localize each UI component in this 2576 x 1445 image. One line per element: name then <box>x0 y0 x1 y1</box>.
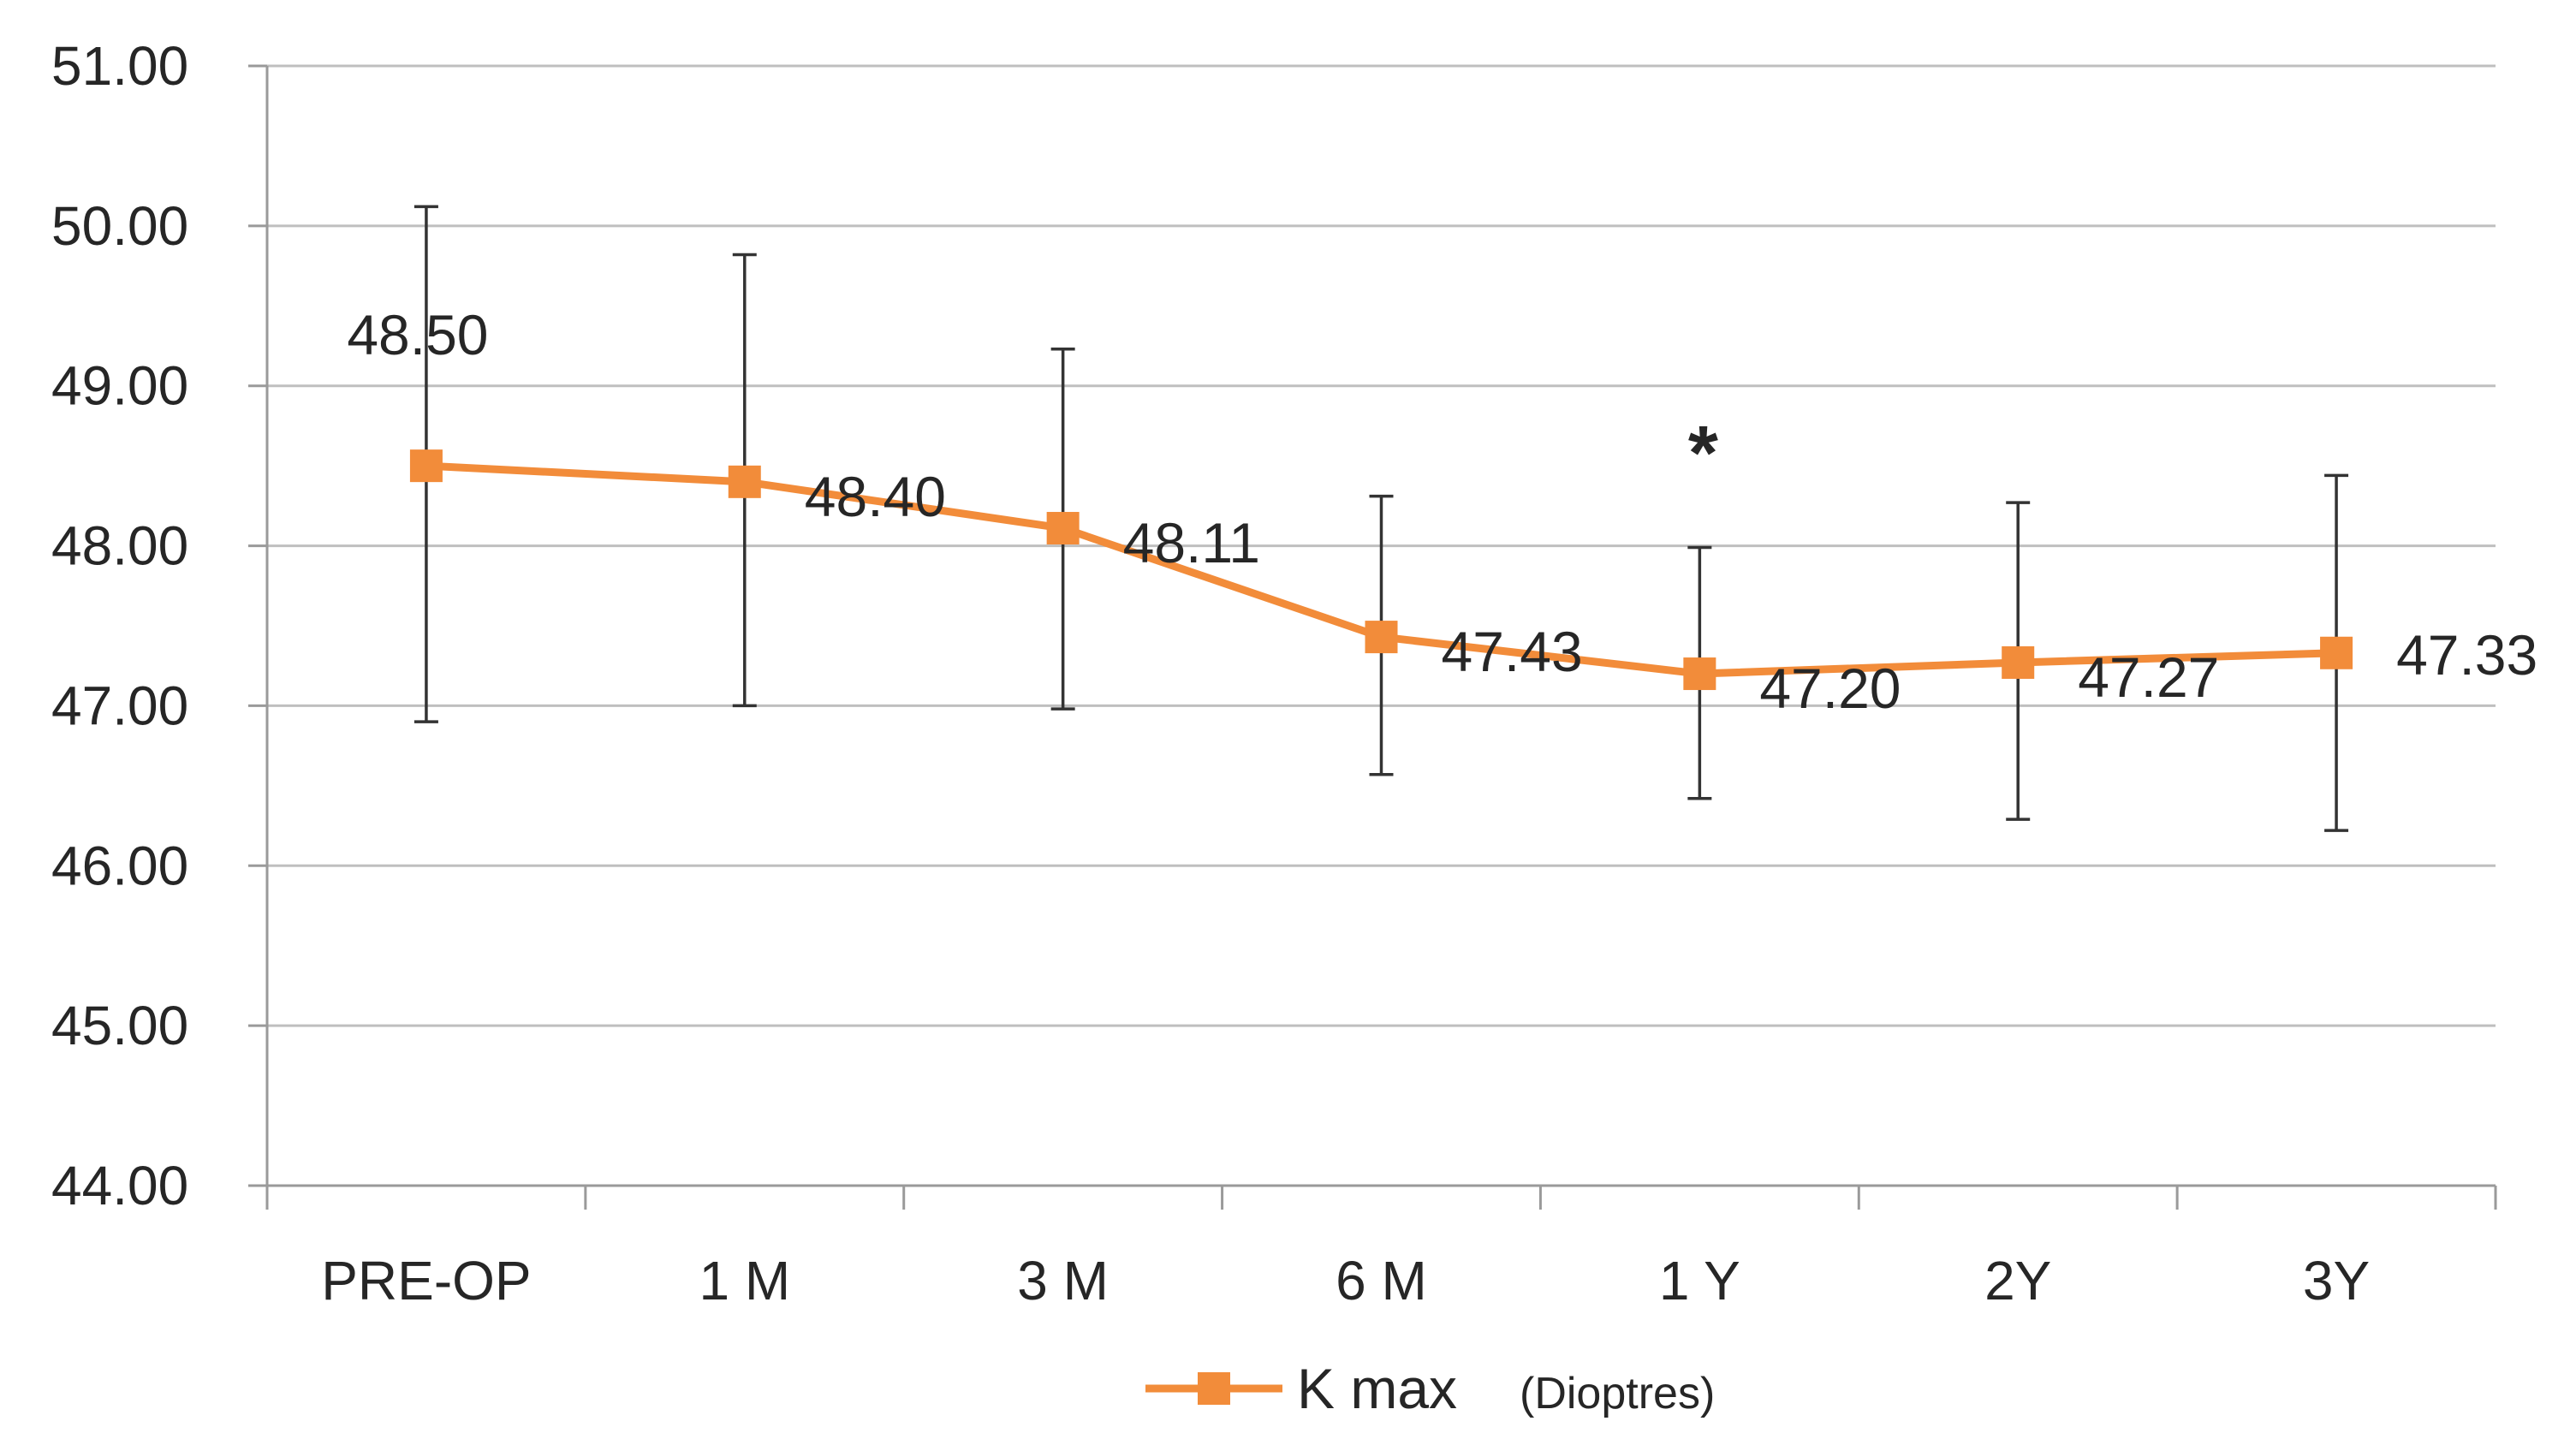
y-tick-label: 45.00 <box>51 995 188 1056</box>
annotations: * <box>1688 411 1718 497</box>
legend-unit: (Dioptres) <box>1520 1369 1715 1418</box>
data-label: 47.20 <box>1759 657 1901 720</box>
y-tick-label: 44.00 <box>51 1155 188 1216</box>
legend-marker-swatch <box>1198 1372 1230 1405</box>
x-tick-label: 3Y <box>2303 1250 2370 1311</box>
y-tick-label: 48.00 <box>51 515 188 577</box>
x-tick-label: 2Y <box>1984 1250 2051 1311</box>
y-tick-label: 51.00 <box>51 35 188 97</box>
error-bars <box>413 205 2349 832</box>
x-tick-label: 3 M <box>1017 1250 1109 1311</box>
data-point <box>2002 645 2035 679</box>
data-label: 48.40 <box>805 465 946 528</box>
legend-label: K max <box>1297 1357 1457 1420</box>
data-label: 47.27 <box>2078 645 2219 709</box>
y-axis: 44.00 45.00 46.00 47.00 48.00 49.00 50.00 51.00 <box>51 35 269 1216</box>
series-kmax <box>409 449 2353 691</box>
data-point <box>2320 636 2353 669</box>
data-label: 47.43 <box>1442 620 1583 683</box>
data-labels: 48.50 48.40 48.11 47.43 47.20 47.27 47.33 <box>347 303 2537 720</box>
y-tick-label: 50.00 <box>51 195 188 257</box>
data-label: 48.50 <box>347 303 488 366</box>
data-point <box>728 465 761 498</box>
data-point <box>1365 621 1398 654</box>
data-point <box>1046 512 1080 545</box>
x-axis: PRE-OP 1 M 3 M 6 M 1 Y 2Y 3Y <box>265 1184 2497 1311</box>
x-tick-label: 6 M <box>1336 1250 1427 1311</box>
data-point <box>409 449 443 483</box>
x-tick-label: 1 Y <box>1659 1250 1740 1311</box>
x-tick-label: PRE-OP <box>321 1250 531 1311</box>
significance-asterisk: * <box>1688 411 1718 497</box>
data-label: 48.11 <box>1123 511 1260 574</box>
y-tick-label: 47.00 <box>51 675 188 736</box>
legend: K max (Dioptres) <box>1145 1357 1715 1420</box>
data-label: 47.33 <box>2396 623 2537 687</box>
y-tick-label: 46.00 <box>51 835 188 896</box>
y-tick-label: 49.00 <box>51 355 188 417</box>
data-point <box>1683 657 1716 691</box>
x-tick-label: 1 M <box>699 1250 790 1311</box>
